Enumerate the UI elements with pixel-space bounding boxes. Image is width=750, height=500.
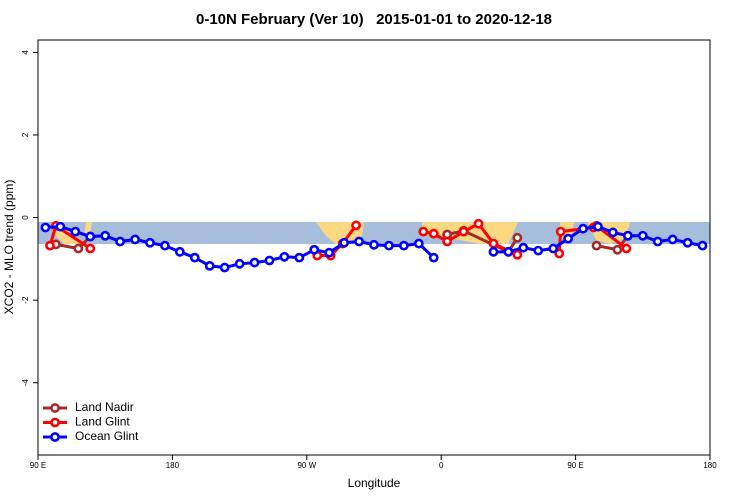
point	[428, 228, 439, 239]
point	[279, 251, 290, 262]
point	[55, 221, 66, 232]
point	[548, 243, 559, 254]
point	[73, 243, 84, 254]
legend-marker	[50, 417, 60, 428]
point	[622, 230, 633, 241]
x-tick-label: 180	[703, 461, 717, 470]
point	[384, 240, 394, 251]
x-axis-label: Longitude	[348, 476, 401, 490]
point	[591, 240, 602, 251]
x-tick-label: 0	[439, 461, 444, 470]
point	[418, 226, 429, 237]
y-tick-label: 0	[21, 215, 30, 220]
point	[533, 245, 544, 256]
point	[518, 242, 529, 253]
point	[428, 252, 439, 263]
point	[85, 243, 96, 254]
point	[512, 232, 523, 243]
point	[249, 257, 260, 268]
point	[488, 246, 499, 257]
point	[652, 236, 663, 247]
x-tick-label: 180	[166, 461, 180, 470]
point	[130, 234, 140, 245]
point	[578, 223, 588, 234]
point	[339, 237, 350, 248]
point	[593, 221, 603, 232]
point	[473, 218, 484, 229]
point	[413, 238, 424, 249]
y-tick-label: -4	[21, 379, 30, 387]
legend-marker	[50, 432, 60, 442]
point	[115, 236, 126, 247]
point	[612, 244, 623, 255]
point	[294, 252, 305, 263]
y-axis-label: XCO2 - MLO trend (ppm)	[2, 180, 16, 315]
point	[697, 240, 708, 251]
point	[667, 234, 678, 245]
point	[488, 238, 499, 249]
point	[174, 246, 185, 257]
point	[621, 243, 632, 254]
point	[234, 258, 245, 269]
legend-label: Land Nadir	[75, 400, 134, 414]
point	[100, 230, 111, 241]
point	[219, 262, 230, 273]
plot-frame	[37, 39, 711, 456]
chart-title: 0-10N February (Ver 10) 2015-01-01 to 20…	[196, 11, 552, 28]
point	[512, 249, 523, 260]
point	[503, 246, 514, 257]
point	[682, 237, 693, 248]
point	[70, 226, 81, 237]
point	[324, 247, 335, 258]
legend-label: Ocean Glint	[75, 429, 139, 443]
point	[40, 222, 51, 233]
y-tick-label: 2	[21, 132, 30, 137]
point	[637, 230, 648, 241]
point	[351, 220, 361, 231]
point	[354, 236, 364, 247]
point	[608, 227, 618, 238]
x-tick-label: 90 E	[30, 461, 46, 470]
point	[264, 255, 275, 266]
point	[85, 231, 96, 242]
legend-label: Land Glint	[75, 415, 130, 429]
point	[554, 248, 565, 259]
point	[458, 226, 469, 237]
point	[442, 236, 453, 247]
point	[189, 252, 200, 263]
ocean-band	[38, 222, 710, 244]
point	[555, 226, 566, 237]
point	[563, 233, 574, 244]
point	[204, 260, 215, 271]
point	[309, 244, 320, 255]
point	[145, 237, 155, 248]
point	[369, 239, 379, 250]
point	[398, 240, 409, 251]
point	[160, 240, 170, 251]
point	[45, 240, 55, 251]
y-tick-label: 4	[21, 50, 30, 55]
x-tick-label: 90 E	[567, 461, 583, 470]
legend-marker	[50, 403, 60, 413]
x-tick-label: 90 W	[297, 461, 316, 470]
y-tick-label: -2	[21, 296, 30, 304]
